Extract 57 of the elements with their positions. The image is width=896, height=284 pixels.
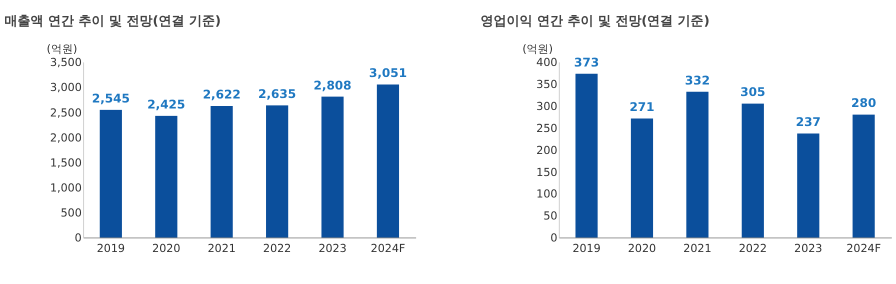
y-tick-label: 2,500 — [50, 106, 82, 120]
data-label: 2,808 — [314, 78, 352, 92]
data-label: 332 — [684, 73, 710, 88]
data-label: 305 — [740, 85, 766, 100]
bar — [155, 116, 178, 238]
x-tick-label: 2024F — [846, 242, 881, 255]
y-tick-label: 200 — [536, 144, 558, 157]
data-label: 3,051 — [368, 66, 407, 80]
y-tick-label: 400 — [536, 56, 558, 70]
x-tick-label: 2019 — [572, 242, 601, 255]
data-label: 271 — [629, 100, 655, 114]
x-tick-label: 2020 — [628, 242, 656, 255]
bar — [266, 105, 288, 238]
x-tick-label: 2022 — [263, 242, 292, 255]
x-tick-label: 2023 — [318, 242, 347, 255]
y-tick-label: 500 — [60, 206, 82, 220]
x-tick-label: 2024F — [370, 242, 406, 255]
y-tick-label: 50 — [543, 210, 558, 223]
bar — [321, 96, 344, 238]
y-tick-label: 2,000 — [50, 131, 82, 144]
y-axis-title: (억원) — [46, 42, 78, 56]
y-tick-label: 300 — [536, 100, 558, 113]
data-label: 2,622 — [202, 88, 241, 102]
y-tick-label: 3,500 — [50, 56, 82, 70]
y-tick-label: 100 — [536, 188, 558, 201]
bar — [852, 114, 875, 238]
data-label: 373 — [574, 55, 600, 70]
chart-title: 영업이익 연간 추이 및 전망(연결 기준) — [480, 14, 710, 29]
y-tick-label: 0 — [74, 232, 82, 245]
x-tick-label: 2021 — [683, 242, 712, 255]
bar — [210, 106, 233, 238]
bar — [630, 118, 654, 238]
y-tick-label: 1,000 — [50, 181, 82, 194]
bar — [686, 92, 708, 238]
y-tick-label: 3,000 — [50, 81, 82, 94]
x-tick-label: 2021 — [208, 242, 236, 255]
y-tick-label: 1,500 — [50, 156, 82, 170]
x-tick-label: 2022 — [738, 242, 767, 255]
bar — [100, 110, 122, 238]
bar — [575, 74, 598, 238]
data-label: 2,635 — [258, 86, 296, 101]
data-label: 280 — [851, 96, 876, 110]
y-tick-label: 350 — [536, 78, 558, 92]
bar — [797, 133, 820, 238]
y-axis-title: (억원) — [522, 42, 554, 56]
x-tick-label: 2023 — [794, 242, 822, 255]
bar — [376, 84, 400, 238]
data-label: 2,425 — [147, 97, 186, 112]
y-tick-label: 150 — [536, 166, 558, 179]
y-tick-label: 0 — [550, 232, 558, 245]
x-tick-label: 2020 — [152, 242, 180, 255]
chart-title: 매출액 연간 추이 및 전망(연결 기준) — [4, 14, 221, 29]
data-label: 2,545 — [92, 91, 130, 106]
data-label: 237 — [796, 115, 821, 130]
y-tick-label: 250 — [536, 122, 558, 135]
x-tick-label: 2019 — [96, 242, 125, 255]
bar — [742, 104, 764, 238]
